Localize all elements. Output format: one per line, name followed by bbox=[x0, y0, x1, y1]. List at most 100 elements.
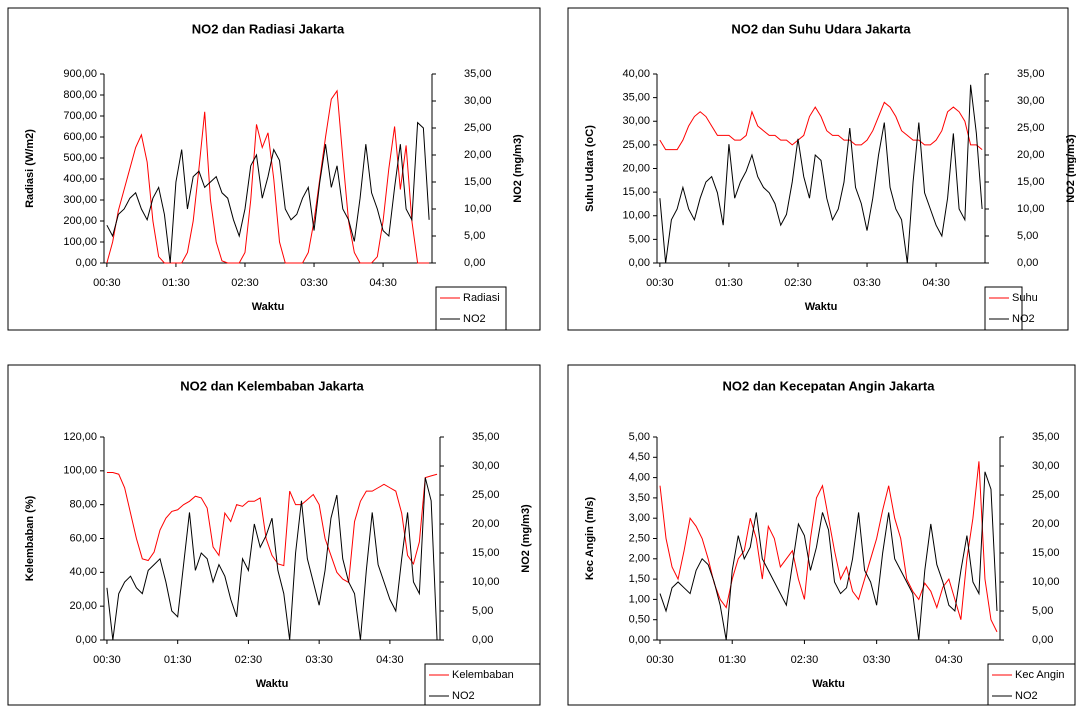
x-tick-label: 04:30 bbox=[922, 277, 950, 289]
x-tick-label: 03:30 bbox=[863, 654, 891, 666]
y2-tick-label: 0,00 bbox=[472, 634, 493, 646]
y-tick-label: 5,00 bbox=[629, 431, 650, 443]
chart-frame bbox=[567, 7, 1069, 331]
legend-label: Kelembaban bbox=[452, 669, 514, 681]
line-series bbox=[659, 84, 983, 264]
y-tick-label: 0,00 bbox=[629, 257, 650, 269]
chart-frame bbox=[7, 364, 541, 706]
y-tick-label: 2,00 bbox=[629, 553, 650, 565]
y-tick-label: 10,00 bbox=[622, 210, 650, 222]
y2-tick-label: 35,00 bbox=[1017, 68, 1045, 80]
y2-tick-label: 15,00 bbox=[1032, 547, 1060, 559]
y2-tick-label: 20,00 bbox=[1017, 149, 1045, 161]
y2-tick-label: 5,00 bbox=[472, 605, 493, 617]
y2-tick-label: 25,00 bbox=[1032, 489, 1060, 501]
y-tick-label: 300,00 bbox=[63, 194, 97, 206]
line-series bbox=[106, 477, 438, 641]
x-axis-title: Waktu bbox=[256, 678, 289, 690]
y-tick-label: 2,50 bbox=[629, 532, 650, 544]
x-tick-label: 01:30 bbox=[164, 654, 192, 666]
y-tick-label: 80,00 bbox=[69, 499, 97, 511]
x-tick-label: 04:30 bbox=[369, 277, 397, 289]
y-tick-label: 60,00 bbox=[69, 532, 97, 544]
y-axis-title: Kelembaban (%) bbox=[24, 495, 36, 581]
legend-box bbox=[424, 663, 541, 706]
line-series bbox=[659, 471, 998, 641]
x-tick-label: 03:30 bbox=[305, 654, 333, 666]
y2-tick-label: 10,00 bbox=[1032, 576, 1060, 588]
y2-tick-label: 10,00 bbox=[464, 203, 492, 215]
y-tick-label: 500,00 bbox=[63, 152, 97, 164]
y-tick-label: 600,00 bbox=[63, 131, 97, 143]
y-tick-label: 40,00 bbox=[622, 68, 650, 80]
x-axis-title: Waktu bbox=[812, 678, 845, 690]
y2-tick-label: 30,00 bbox=[1017, 95, 1045, 107]
y2-tick-label: 30,00 bbox=[1032, 460, 1060, 472]
y2-tick-label: 25,00 bbox=[1017, 122, 1045, 134]
y2-tick-label: 0,00 bbox=[464, 257, 485, 269]
legend-label: Radiasi bbox=[463, 292, 500, 304]
y2-tick-label: 35,00 bbox=[472, 431, 500, 443]
y2-tick-label: 15,00 bbox=[464, 176, 492, 188]
y2-tick-label: 25,00 bbox=[472, 489, 500, 501]
legend-label: NO2 bbox=[1012, 313, 1035, 325]
x-tick-label: 00:30 bbox=[93, 654, 121, 666]
legend-label: NO2 bbox=[1015, 690, 1038, 702]
legend-label: Suhu bbox=[1012, 292, 1038, 304]
x-tick-label: 04:30 bbox=[935, 654, 963, 666]
legend-box bbox=[435, 286, 507, 331]
line-series bbox=[106, 89, 430, 264]
y-tick-label: 15,00 bbox=[622, 186, 650, 198]
y2-tick-label: 10,00 bbox=[1017, 203, 1045, 215]
y-axis-title: Kec Angin (m/s) bbox=[584, 497, 596, 581]
y-tick-label: 0,50 bbox=[629, 614, 650, 626]
y-tick-label: 0,00 bbox=[76, 634, 97, 646]
line-series bbox=[106, 472, 438, 584]
y-tick-label: 40,00 bbox=[69, 566, 97, 578]
y2-tick-label: 5,00 bbox=[1017, 230, 1038, 242]
y2-axis-title: NO2 (mg/m3) bbox=[1065, 134, 1076, 203]
x-tick-label: 02:30 bbox=[235, 654, 263, 666]
x-tick-label: 02:30 bbox=[231, 277, 259, 289]
y-tick-label: 4,00 bbox=[629, 472, 650, 484]
legend-label: Kec Angin bbox=[1015, 669, 1065, 681]
y-tick-label: 4,50 bbox=[629, 451, 650, 463]
y2-tick-label: 15,00 bbox=[1017, 176, 1045, 188]
y-tick-label: 400,00 bbox=[63, 173, 97, 185]
chart-title: NO2 dan Suhu Udara Jakarta bbox=[731, 21, 911, 36]
legend-label: NO2 bbox=[463, 313, 486, 325]
y-tick-label: 1,00 bbox=[629, 593, 650, 605]
line-series bbox=[659, 101, 983, 151]
y2-tick-label: 35,00 bbox=[1032, 431, 1060, 443]
y-tick-label: 0,00 bbox=[76, 257, 97, 269]
y2-tick-label: 30,00 bbox=[464, 95, 492, 107]
y2-axis-title: NO2 (mg/m3) bbox=[520, 504, 532, 573]
legend-label: NO2 bbox=[452, 690, 475, 702]
y-tick-label: 120,00 bbox=[63, 431, 97, 443]
y-tick-label: 35,00 bbox=[622, 92, 650, 104]
y-tick-label: 100,00 bbox=[63, 236, 97, 248]
chart-title: NO2 dan Kecepatan Angin Jakarta bbox=[723, 378, 936, 393]
y-tick-label: 25,00 bbox=[622, 139, 650, 151]
y-tick-label: 900,00 bbox=[63, 68, 97, 80]
y-tick-label: 30,00 bbox=[622, 115, 650, 127]
x-tick-label: 02:30 bbox=[791, 654, 819, 666]
x-tick-label: 04:30 bbox=[376, 654, 404, 666]
x-tick-label: 01:30 bbox=[162, 277, 190, 289]
x-tick-label: 02:30 bbox=[784, 277, 812, 289]
x-tick-label: 00:30 bbox=[646, 654, 674, 666]
y2-tick-label: 20,00 bbox=[1032, 518, 1060, 530]
y-tick-label: 3,50 bbox=[629, 492, 650, 504]
y-axis-title: Suhu Udara (oC) bbox=[584, 125, 596, 212]
y2-tick-label: 25,00 bbox=[464, 122, 492, 134]
y2-tick-label: 0,00 bbox=[1032, 634, 1053, 646]
y2-tick-label: 5,00 bbox=[1032, 605, 1053, 617]
y-axis-title: Radiasi (W/m2) bbox=[24, 129, 36, 208]
x-tick-label: 00:30 bbox=[93, 277, 121, 289]
y-tick-label: 800,00 bbox=[63, 89, 97, 101]
y2-axis-title: NO2 (mg/m3) bbox=[512, 134, 524, 203]
x-tick-label: 01:30 bbox=[718, 654, 746, 666]
x-tick-label: 01:30 bbox=[715, 277, 743, 289]
chart-frame bbox=[567, 364, 1076, 706]
